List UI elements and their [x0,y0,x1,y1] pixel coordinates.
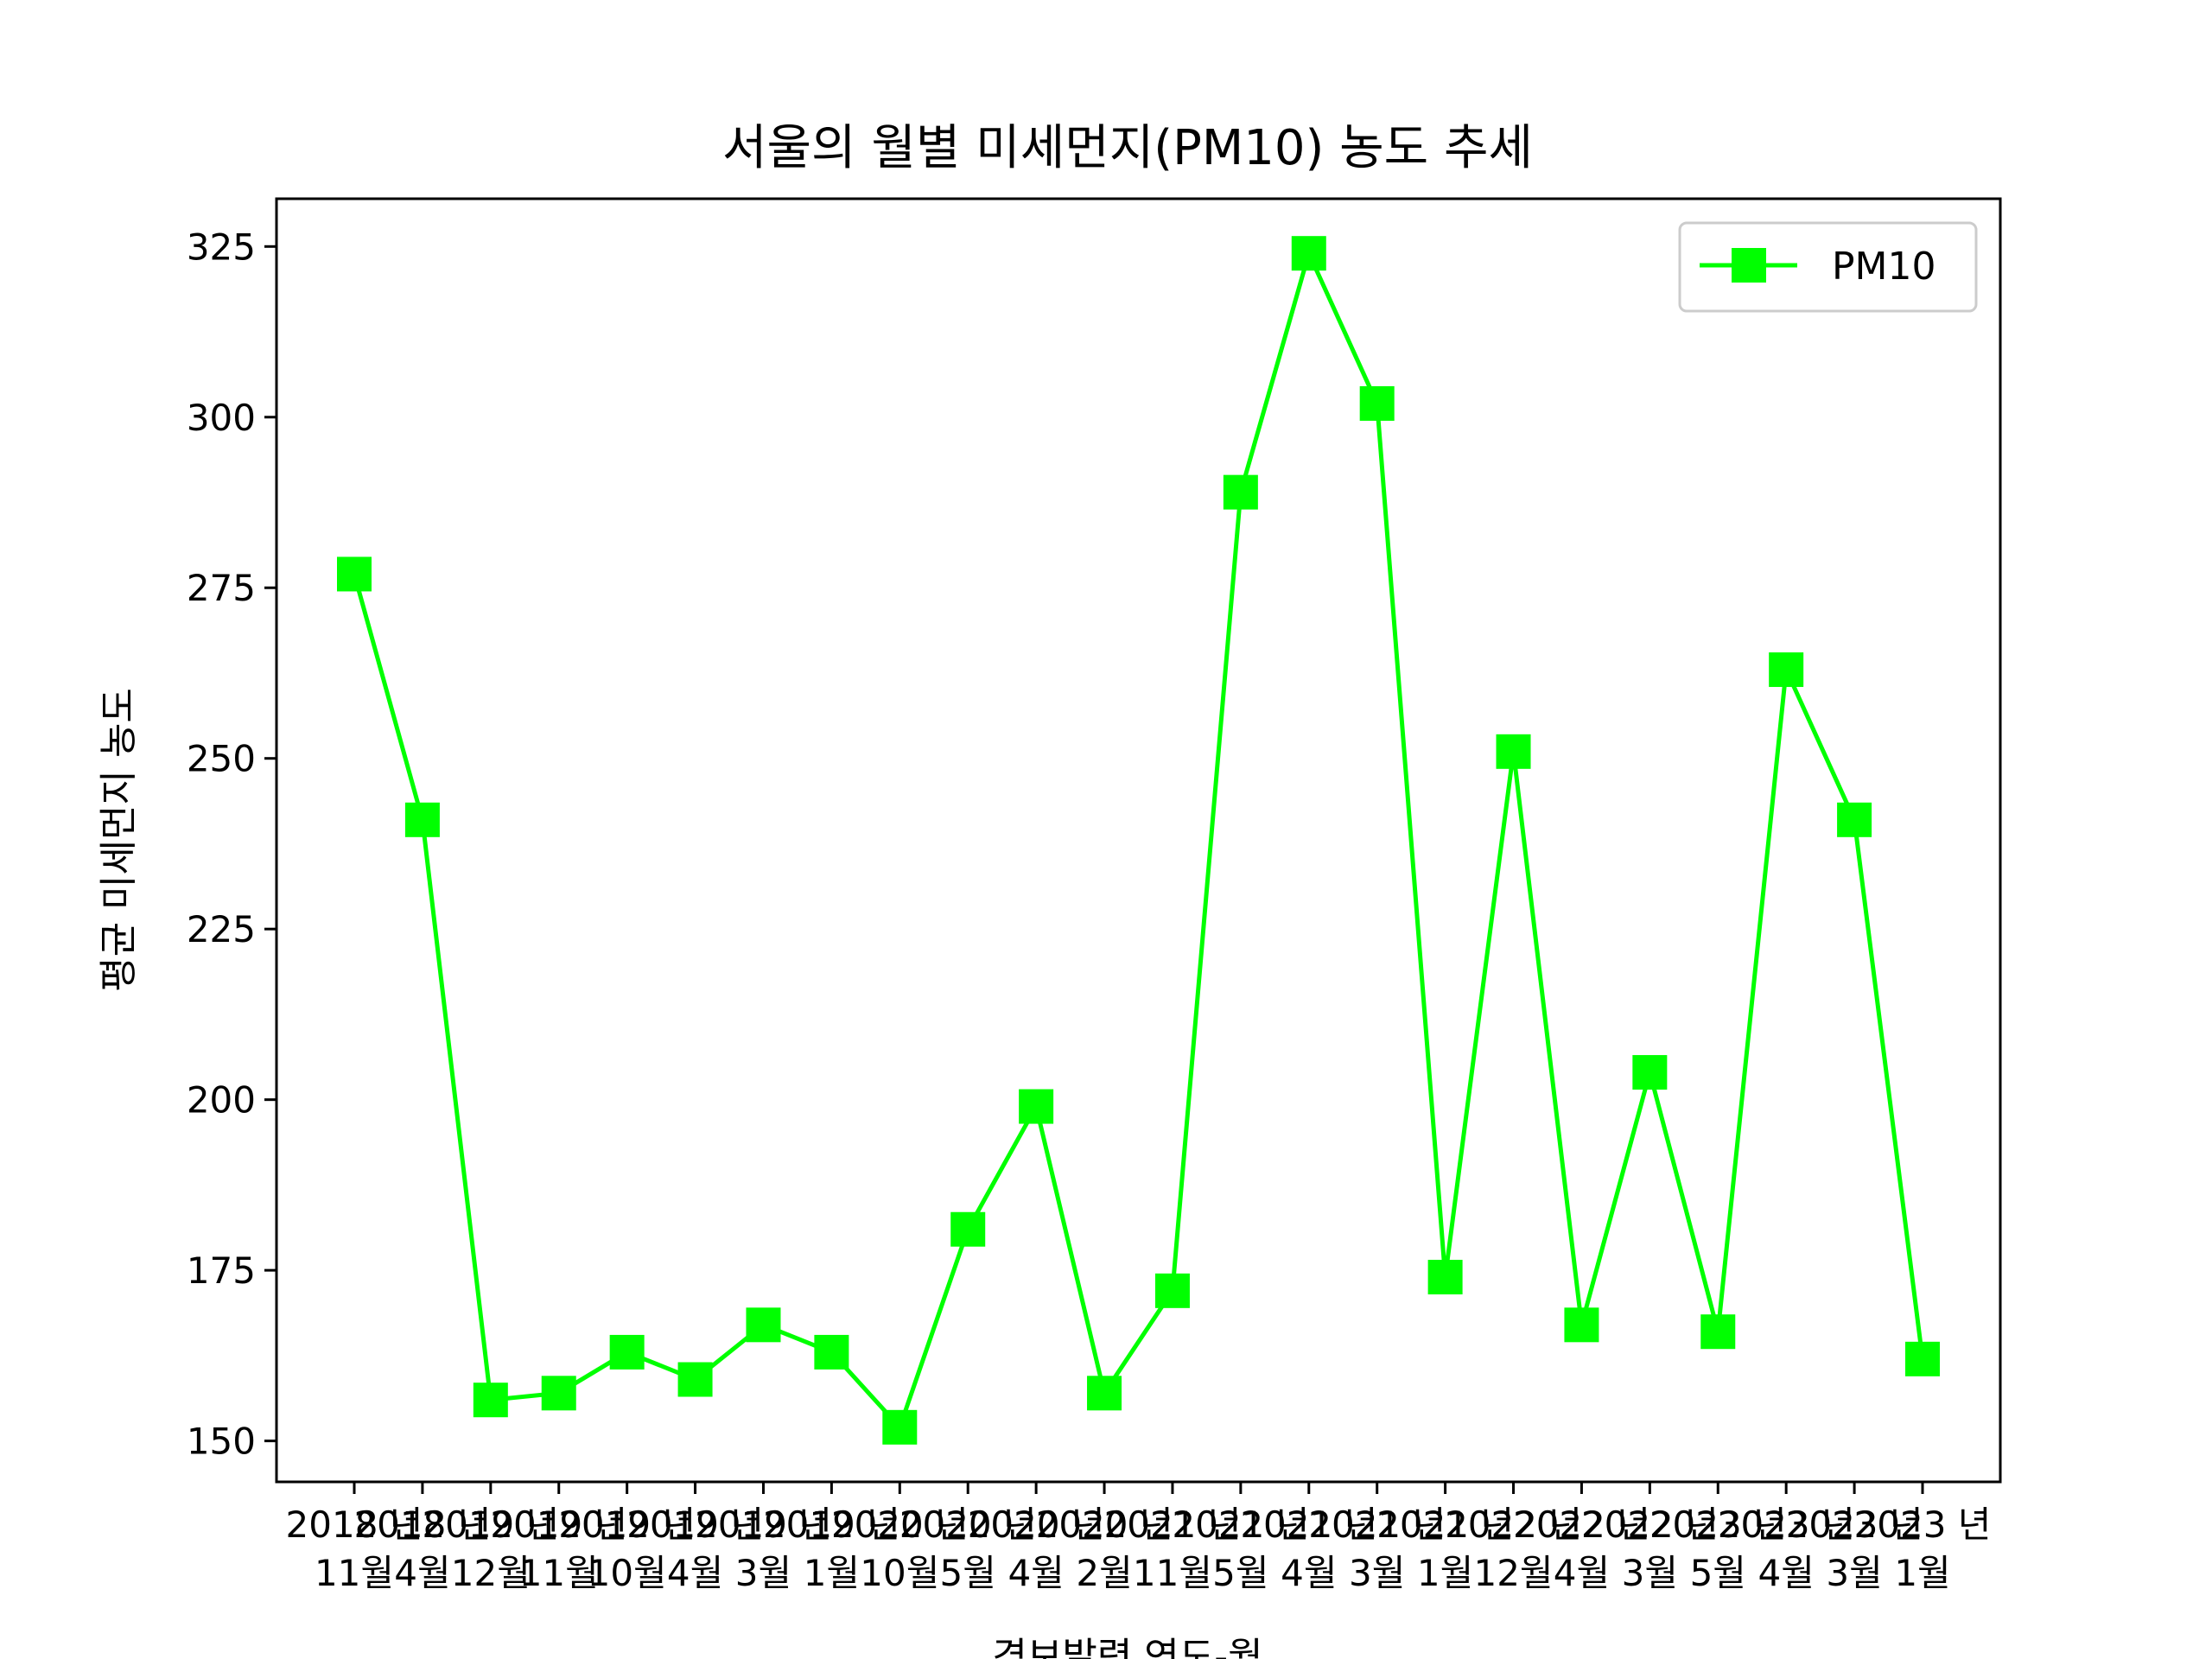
data-point [1632,1055,1668,1090]
data-point [1087,1376,1122,1411]
data-point [609,1334,645,1370]
data-point [677,1362,713,1397]
x-tick-label: 2020 년 5월 [899,1503,1037,1594]
x-tick-label: 2019 년 3월 [695,1503,832,1594]
data-point [1291,236,1326,271]
y-tick-label: 250 [187,738,256,780]
x-axis-label: 경보발령 연도-월 [992,1635,1262,1659]
x-tick-label: 2019 년 1월 [763,1503,900,1594]
y-tick-label: 275 [187,567,256,609]
x-tick-label: 2020 년 4월 [968,1503,1105,1594]
plot-area [275,197,2002,1484]
x-tick-label: 2020 년 2월 [1036,1503,1173,1594]
data-point [1359,385,1395,421]
x-tick-label: 2021 년 3월 [1308,1503,1446,1594]
data-point [1837,802,1872,837]
y-tick-label: 225 [187,908,256,950]
y-tick-label: 175 [187,1249,256,1292]
x-tick-label: 2021 년 1월 [1376,1503,1514,1594]
legend-marker [1732,248,1766,283]
x-tick-label: 2019 년 4월 [626,1503,764,1594]
data-point [337,556,372,592]
data-point [473,1382,508,1418]
x-tick-label: 2019 년 12월 [422,1503,559,1594]
data-point [1564,1307,1599,1343]
y-tick-label: 150 [187,1421,256,1463]
y-tick-label: 300 [187,397,256,439]
x-tick-label: 2020 년 10월 [831,1503,969,1594]
legend: PM10 [1678,221,1978,313]
x-tick-label: 2019 년 11월 [490,1503,627,1594]
x-tick-label: 2022 년 3월 [1581,1503,1719,1594]
series-pm10 [337,236,1940,1445]
data-point [1154,1273,1190,1308]
x-tick-label: 2019 년 10월 [558,1503,696,1594]
data-point [1496,734,1531,769]
chart-title: 서울의 월별 미세먼지(PM10) 농도 추세 [722,120,1533,176]
y-tick-label: 325 [187,226,256,268]
x-tick-label: 2018 년 4월 [353,1503,491,1594]
x-tick-label: 2023 년 5월 [1649,1503,1787,1594]
data-point [1223,474,1258,510]
x-tick-label: 2021 년 4월 [1240,1503,1377,1594]
x-tick-label: 2018 년 11월 [286,1503,423,1594]
data-point [1905,1341,1940,1376]
x-tick-label: 2023 년 3월 [1786,1503,1923,1594]
data-point [404,802,440,837]
legend-label-pm10: PM10 [1832,245,1936,289]
x-tick-label: 2023 년 1월 [1854,1503,1992,1594]
x-tick-label: 2023 년 4월 [1718,1503,1855,1594]
y-tick-label: 200 [187,1079,256,1122]
x-tick-label: 2022 년 12월 [1445,1503,1582,1594]
data-point [882,1409,918,1445]
y-axis: 150 175 200 225 250 275 300 325 [187,226,276,1463]
data-point [1427,1260,1463,1295]
data-point [814,1334,849,1370]
x-tick-label: 2021 년 5월 [1172,1503,1309,1594]
y-axis-label: 평균 미세먼지 농도 [97,688,141,992]
series-line [352,251,1925,1430]
data-point [950,1211,986,1247]
data-point [1700,1314,1736,1350]
data-point [746,1307,781,1343]
data-point [1019,1089,1054,1124]
data-point [1769,652,1804,688]
data-point [541,1376,576,1411]
x-tick-label: 2022 년 4월 [1513,1503,1650,1594]
x-tick-label: 2021 년 11월 [1104,1503,1242,1594]
legend-frame [1678,221,1978,313]
